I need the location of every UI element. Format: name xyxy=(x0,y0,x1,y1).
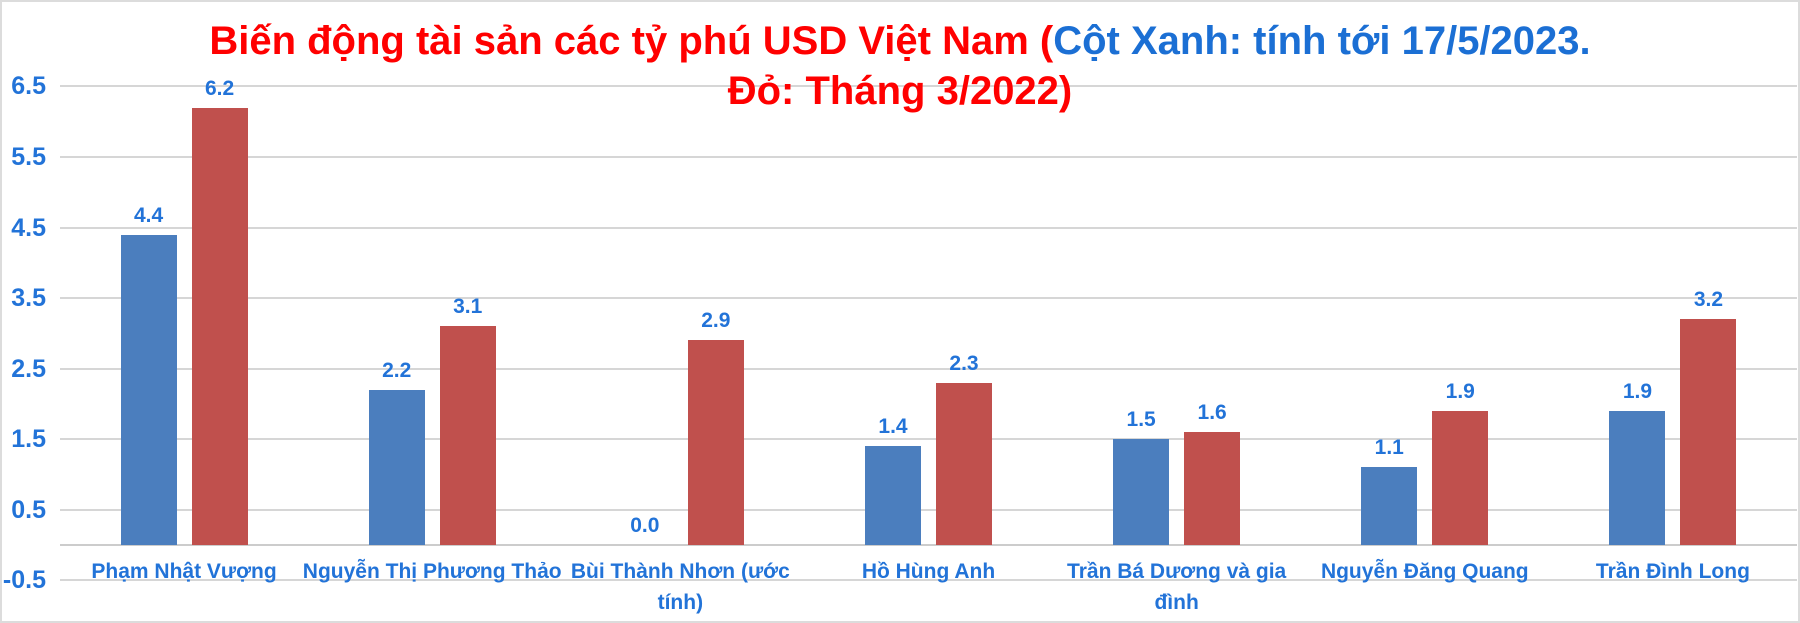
y-tick-label: 2.5 xyxy=(11,354,46,383)
gridline xyxy=(60,85,1797,88)
gridline xyxy=(60,508,1797,511)
bar-red xyxy=(687,340,744,545)
bar-value-label: 2.2 xyxy=(382,358,412,382)
bar-red xyxy=(1680,319,1737,545)
bar-red xyxy=(191,107,248,545)
category-label: Nguyễn Đăng Quang xyxy=(1320,560,1529,583)
bar-blue xyxy=(1113,439,1170,545)
category-label: Trần Đình Long xyxy=(1595,560,1750,583)
gridline xyxy=(60,297,1797,300)
bar-value-label: 3.1 xyxy=(453,295,483,319)
bar-value-label: 1.9 xyxy=(1445,379,1475,403)
bar-red xyxy=(1432,410,1489,545)
bar-value-label: 0.0 xyxy=(630,514,660,537)
bar-red xyxy=(1184,432,1241,545)
category-label: Trần Bá Dương và gia đình xyxy=(1067,560,1287,614)
bar-value-label: 1.6 xyxy=(1197,401,1227,425)
bar-red xyxy=(439,326,496,545)
category-label: Bùi Thành Nhơn (ước tính) xyxy=(570,560,790,614)
chart-title-segment: Biến động tài sản các tỷ phú USD Việt Na… xyxy=(209,19,1054,63)
bar-value-label: 4.4 xyxy=(133,203,164,227)
chart-title-segment: Đỏ: Tháng 3/2022) xyxy=(727,69,1073,113)
gridline xyxy=(60,438,1797,441)
category-label: Nguyễn Thị Phương Thảo xyxy=(302,560,562,583)
bar-red xyxy=(936,382,992,545)
gridline xyxy=(60,226,1797,229)
bar-value-label: 1.9 xyxy=(1622,379,1653,403)
category-label: Phạm Nhật Vượng xyxy=(91,560,277,583)
bar-value-label: 3.2 xyxy=(1693,288,1724,312)
y-tick-label: 3.5 xyxy=(11,284,46,313)
bar-blue xyxy=(865,446,921,545)
chart-title-line-2: Đỏ: Tháng 3/2022) xyxy=(2,66,1798,116)
bar-value-label: 1.5 xyxy=(1126,408,1156,432)
chart-title-segment: Cột Xanh: tính tới 17/5/2023. xyxy=(1053,19,1591,63)
y-tick-label: 0.5 xyxy=(11,495,46,524)
chart-title-line-1: Biến động tài sản các tỷ phú USD Việt Na… xyxy=(2,16,1798,66)
category-label: Hồ Hùng Anh xyxy=(861,560,996,583)
y-tick-label: 1.5 xyxy=(11,425,46,454)
y-tick-label: -0.5 xyxy=(2,566,46,595)
y-tick-label: 6.5 xyxy=(11,72,46,101)
bar-value-label: 2.9 xyxy=(701,309,731,333)
bar-blue xyxy=(120,234,177,545)
y-tick-label: 5.5 xyxy=(11,142,46,171)
bar-value-label: 2.3 xyxy=(949,351,979,375)
bar-value-label: 6.2 xyxy=(204,76,235,100)
bar-blue xyxy=(1361,467,1418,545)
y-tick-label: 4.5 xyxy=(11,213,46,242)
gridline xyxy=(60,579,1797,582)
gridline xyxy=(60,155,1797,158)
axis-line xyxy=(60,544,1797,546)
bar-value-label: 1.4 xyxy=(878,415,908,439)
chart-title: Biến động tài sản các tỷ phú USD Việt Na… xyxy=(2,16,1798,116)
bar-value-label: 1.1 xyxy=(1374,436,1404,460)
gridline xyxy=(60,367,1797,370)
bar-blue xyxy=(368,389,425,545)
bar-blue xyxy=(1609,410,1666,545)
